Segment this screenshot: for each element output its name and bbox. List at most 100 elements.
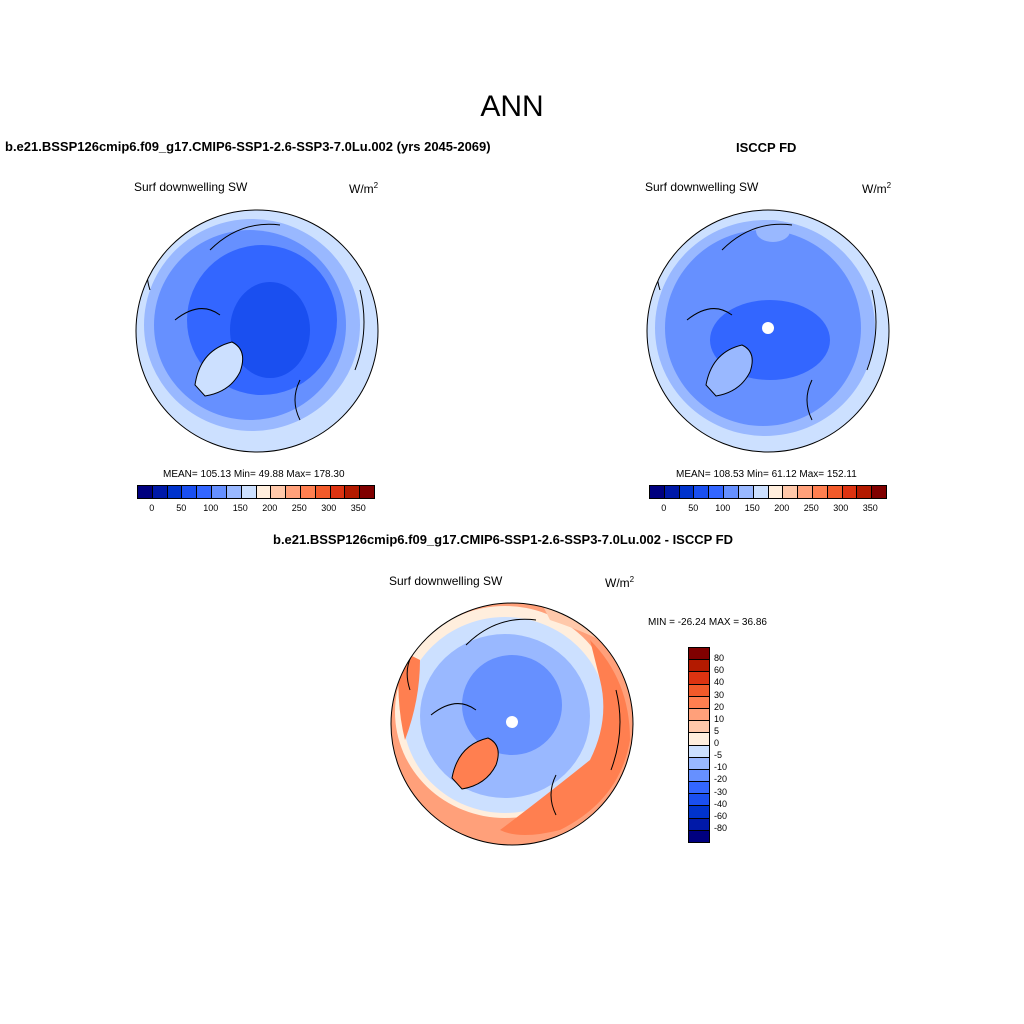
panel-2-colorbar-ticks: 0 50 100 150 200 250 300 350 xyxy=(649,503,885,515)
colorbar-swatch xyxy=(689,721,709,734)
diff-variable-label: Surf downwelling SW xyxy=(389,574,503,588)
colorbar-tick-label: 0 xyxy=(149,503,155,513)
colorbar-tick-label: -20 xyxy=(714,774,728,785)
colorbar-swatch xyxy=(812,486,828,498)
colorbar-tick-label: 250 xyxy=(291,503,307,513)
colorbar-tick-label: 300 xyxy=(833,503,849,513)
colorbar-swatch xyxy=(689,818,709,831)
colorbar-swatch xyxy=(152,486,168,498)
panel-2-variable-label: Surf downwelling SW xyxy=(645,180,759,194)
colorbar-swatch xyxy=(689,794,709,807)
colorbar-swatch xyxy=(753,486,769,498)
colorbar-swatch xyxy=(689,830,709,842)
panel-2-title: ISCCP FD xyxy=(736,140,797,155)
diff-colorbar-ticks: 80 60 40 30 20 10 5 0 -5 -10 -20 -30 -40 -60 -80 xyxy=(714,647,754,841)
diff-colorbar xyxy=(688,647,710,843)
colorbar-swatch xyxy=(212,486,227,498)
colorbar-tick-label: -30 xyxy=(714,786,728,797)
panel-2-field xyxy=(647,210,889,452)
colorbar-swatch xyxy=(226,486,242,498)
colorbar-swatch xyxy=(360,486,374,498)
colorbar-tick-label: 250 xyxy=(803,503,819,513)
colorbar-tick-label: 300 xyxy=(321,503,337,513)
colorbar-swatch xyxy=(768,486,784,498)
colorbar-swatch xyxy=(689,769,709,783)
colorbar-tick-label: 40 xyxy=(714,677,725,688)
colorbar-swatch xyxy=(738,486,754,498)
colorbar-tick-label: 150 xyxy=(232,503,248,513)
colorbar-tick-label: -60 xyxy=(714,810,728,821)
colorbar-swatch xyxy=(664,486,680,498)
diff-stats: MIN = -26.24 MAX = 36.86 xyxy=(648,617,767,628)
colorbar-swatch xyxy=(286,486,301,498)
colorbar-swatch xyxy=(709,486,725,498)
colorbar-swatch xyxy=(689,660,709,673)
colorbar-tick-label: 0 xyxy=(714,738,720,748)
panel-1-variable-label: Surf downwelling SW xyxy=(134,180,248,194)
panel-2-stats: MEAN= 108.53 Min= 61.12 Max= 152.11 xyxy=(676,469,857,480)
colorbar-swatch xyxy=(197,486,213,498)
colorbar-tick-label: 100 xyxy=(203,503,219,513)
colorbar-tick-label: 200 xyxy=(262,503,278,513)
colorbar-tick-label: 0 xyxy=(661,503,667,513)
colorbar-swatch xyxy=(345,486,361,498)
panel-2-units: W/m2 xyxy=(862,181,892,196)
colorbar-swatch xyxy=(689,757,709,770)
colorbar-swatch xyxy=(330,486,346,498)
colorbar-swatch xyxy=(689,782,709,795)
colorbar-swatch xyxy=(300,486,316,498)
colorbar-tick-label: 150 xyxy=(744,503,760,513)
colorbar-swatch xyxy=(167,486,183,498)
colorbar-swatch xyxy=(138,486,153,498)
main-title: ANN xyxy=(480,90,544,123)
diff-panel-title: b.e21.BSSP126cmip6.f09_g17.CMIP6-SSP1-2.… xyxy=(273,532,734,547)
colorbar-swatch xyxy=(689,745,709,758)
colorbar-tick-label: 60 xyxy=(714,665,725,676)
colorbar-swatch xyxy=(689,806,709,819)
colorbar-swatch xyxy=(650,486,665,498)
colorbar-swatch xyxy=(694,486,710,498)
colorbar-tick-label: 200 xyxy=(774,503,790,513)
colorbar-swatch xyxy=(256,486,272,498)
colorbar-swatch xyxy=(724,486,739,498)
colorbar-swatch xyxy=(783,486,799,498)
colorbar-swatch xyxy=(315,486,331,498)
colorbar-swatch xyxy=(679,486,695,498)
colorbar-swatch xyxy=(271,486,287,498)
panel-2-colorbar xyxy=(649,485,887,499)
diff-units: W/m2 xyxy=(605,575,635,590)
colorbar-tick-label: 50 xyxy=(176,503,187,513)
colorbar-tick-label: -80 xyxy=(714,822,728,833)
colorbar-tick-label: -40 xyxy=(714,798,728,809)
colorbar-swatch xyxy=(842,486,858,498)
colorbar-swatch xyxy=(241,486,257,498)
colorbar-tick-label: 50 xyxy=(688,503,699,513)
colorbar-swatch xyxy=(689,696,709,709)
colorbar-tick-label: 30 xyxy=(714,689,725,700)
colorbar-tick-label: 5 xyxy=(714,725,720,736)
panel-1-colorbar-ticks: 0 50 100 150 200 250 300 350 xyxy=(137,503,373,515)
colorbar-swatch xyxy=(689,648,709,661)
colorbar-swatch xyxy=(872,486,886,498)
panel-1-units: W/m2 xyxy=(349,181,379,196)
colorbar-tick-label: 350 xyxy=(862,503,878,513)
colorbar-tick-label: -10 xyxy=(714,762,728,773)
panel-1-field xyxy=(136,210,378,452)
colorbar-tick-label: 350 xyxy=(350,503,366,513)
colorbar-swatch xyxy=(689,684,709,697)
colorbar-swatch xyxy=(182,486,198,498)
colorbar-swatch xyxy=(689,708,709,722)
colorbar-swatch xyxy=(689,733,709,746)
colorbar-tick-label: 80 xyxy=(714,653,725,664)
colorbar-swatch xyxy=(857,486,873,498)
colorbar-tick-label: -5 xyxy=(714,750,723,761)
colorbar-swatch xyxy=(689,672,709,685)
colorbar-swatch xyxy=(827,486,843,498)
colorbar-tick-label: 20 xyxy=(714,701,725,712)
diff-field xyxy=(391,603,633,845)
colorbar-tick-label: 100 xyxy=(715,503,731,513)
panel-1-stats: MEAN= 105.13 Min= 49.88 Max= 178.30 xyxy=(163,469,345,480)
colorbar-swatch xyxy=(798,486,813,498)
panel-1-colorbar xyxy=(137,485,375,499)
